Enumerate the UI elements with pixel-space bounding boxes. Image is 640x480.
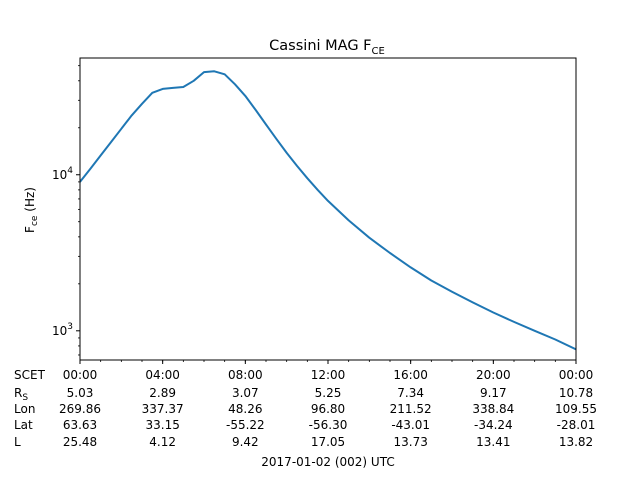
- ephemeris-value: 33.15: [145, 418, 179, 432]
- ephemeris-value: 109.55: [555, 402, 597, 416]
- ephemeris-row-label: Lon: [14, 402, 35, 416]
- ephemeris-value: -34.24: [474, 418, 513, 432]
- y-axis-label-text: Fce (Hz): [23, 187, 40, 233]
- ephemeris-value: 13.73: [393, 435, 427, 449]
- ephemeris-value: 96.80: [311, 402, 345, 416]
- x-tick-label: 20:00: [476, 368, 511, 382]
- ephemeris-value: 269.86: [59, 402, 101, 416]
- ephemeris-value: 10.78: [559, 386, 593, 400]
- y-tick-label: 103: [52, 322, 73, 338]
- ephemeris-value: 17.05: [311, 435, 345, 449]
- ephemeris-value: -55.22: [226, 418, 265, 432]
- ephemeris-value: -43.01: [391, 418, 430, 432]
- series-line-fce: [80, 70, 576, 351]
- ephemeris-value: 2.89: [149, 386, 176, 400]
- ephemeris-value: 7.34: [397, 386, 424, 400]
- ephemeris-value: 4.12: [149, 435, 176, 449]
- y-tick-label: 104: [52, 166, 73, 182]
- ephemeris-value: 13.82: [559, 435, 593, 449]
- plot-frame: [79, 57, 577, 361]
- ephemeris-row-label: Lat: [14, 418, 33, 432]
- x-tick-label: 00:00: [559, 368, 594, 382]
- ephemeris-row-label: RS: [14, 386, 28, 403]
- x-tick-label: 04:00: [145, 368, 180, 382]
- ephemeris-value: 5.25: [315, 386, 342, 400]
- ephemeris-value: 25.48: [63, 435, 97, 449]
- chart-title: Cassini MAG FCE: [269, 38, 385, 57]
- ephemeris-value: 13.41: [476, 435, 510, 449]
- x-axis-label: 2017-01-02 (002) UTC: [261, 455, 394, 469]
- ephemeris-value: 3.07: [232, 386, 259, 400]
- ephemeris-row-label: L: [14, 435, 21, 449]
- ephemeris-value: 9.42: [232, 435, 259, 449]
- ephemeris-value: 48.26: [228, 402, 262, 416]
- y-axis-ticks: 103 104: [52, 65, 80, 356]
- x-tick-label: 00:00: [63, 368, 98, 382]
- x-tick-label: 16:00: [393, 368, 428, 382]
- ephemeris-value: 63.63: [63, 418, 97, 432]
- x-tick-label: 12:00: [311, 368, 346, 382]
- ephemeris-value: 211.52: [390, 402, 432, 416]
- ephemeris-value: 338.84: [472, 402, 514, 416]
- ephemeris-value: -56.30: [309, 418, 348, 432]
- ephemeris-row-label: SCET: [14, 368, 46, 382]
- x-tick-label: 08:00: [228, 368, 263, 382]
- y-axis-label: Fce (Hz): [23, 187, 40, 233]
- ephemeris-table: SCET 00:00 04:00 08:00 12:00 16:00 20:00 00:00 R…: [14, 368, 597, 449]
- ephemeris-value: -28.01: [557, 418, 596, 432]
- ephemeris-value: 9.17: [480, 386, 507, 400]
- ephemeris-value: 5.03: [67, 386, 94, 400]
- ephemeris-value: 337.37: [142, 402, 184, 416]
